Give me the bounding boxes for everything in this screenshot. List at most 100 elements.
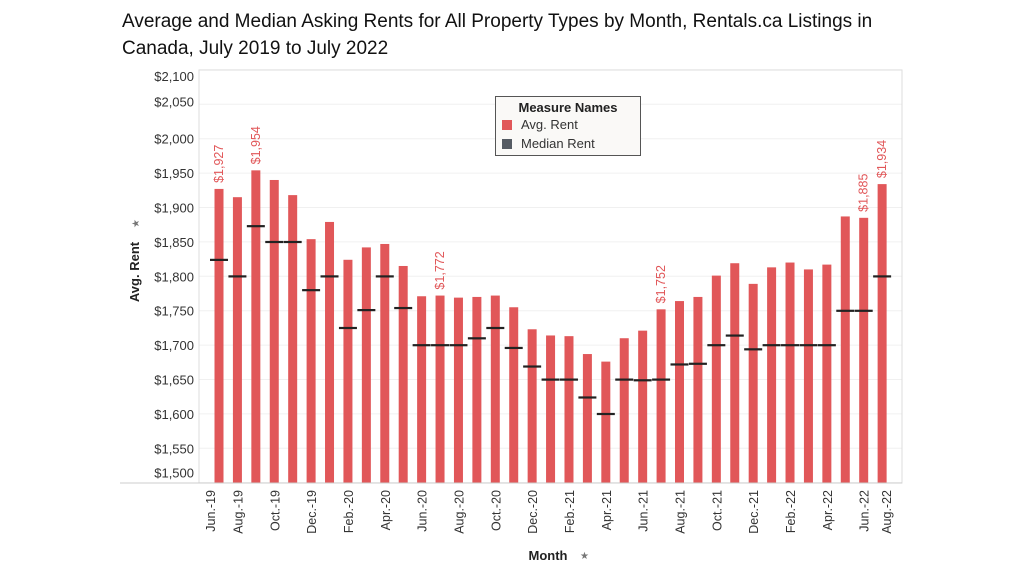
bar-avg-rent [675, 301, 684, 483]
y-tick-label: $1,700 [154, 338, 194, 353]
tick-median-rent [854, 309, 873, 312]
tick-median-rent [596, 412, 615, 416]
y-tick-label: $1,650 [154, 373, 194, 388]
bar-avg-rent [748, 283, 758, 483]
tick-median-rent [412, 344, 431, 347]
tick-median-rent [449, 344, 468, 347]
tick-median-rent [320, 275, 339, 278]
bar-avg-rent [361, 247, 371, 483]
x-tick-label: Aug.-19 [231, 490, 245, 534]
legend-item-avg-rent[interactable]: Avg. Rent [502, 115, 640, 134]
bar-avg-rent [509, 307, 519, 483]
legend-label-avg: Avg. Rent [521, 117, 578, 132]
tick-median-rent [578, 396, 597, 399]
x-tick-label: Jun.-21 [637, 490, 651, 532]
y-axis-sort-icon[interactable]: ★ [131, 219, 142, 228]
tick-median-rent [799, 344, 818, 347]
tick-median-rent [228, 275, 247, 278]
data-label: $1,885 [857, 174, 871, 212]
bar-avg-rent [601, 361, 611, 483]
x-tick-label: Aug.-20 [452, 490, 466, 534]
y-tick-label: $1,500 [154, 466, 194, 481]
x-tick-label: Feb.-21 [563, 490, 577, 533]
y-tick-label: $2,100 [154, 69, 194, 84]
data-label: $1,927 [212, 145, 226, 183]
tick-median-rent [541, 378, 560, 381]
y-tick-label: $1,900 [154, 201, 194, 216]
x-tick-label: Oct.-19 [268, 490, 282, 531]
bar-avg-rent [472, 296, 482, 483]
bar-avg-rent [251, 170, 261, 483]
bar-avg-rent [840, 216, 850, 483]
legend[interactable]: Measure Names Avg. Rent Median Rent [495, 96, 641, 156]
bar-avg-rent [859, 217, 869, 483]
tick-median-rent [817, 344, 836, 347]
bar-avg-rent [711, 275, 721, 483]
bar-avg-rent [435, 295, 445, 483]
tick-median-rent [338, 326, 357, 330]
x-axis-title[interactable]: Month [529, 548, 568, 563]
bar-avg-rent [730, 263, 740, 483]
tick-median-rent [523, 365, 542, 368]
legend-swatch-avg [502, 119, 512, 130]
x-tick-label: Aug.-22 [880, 490, 894, 534]
x-tick-label: Apr.-21 [600, 490, 614, 530]
x-tick-label: Jun.-19 [204, 490, 218, 532]
tick-median-rent [504, 346, 523, 350]
tick-median-rent [246, 225, 265, 228]
x-tick-label: Feb.-22 [784, 490, 798, 533]
x-tick-label: Apr.-20 [379, 490, 393, 530]
bar-avg-rent [232, 197, 242, 483]
data-label: $1,752 [654, 265, 668, 303]
data-label: $1,934 [875, 140, 889, 178]
y-tick-label: $1,950 [154, 166, 194, 181]
chart-title: Average and Median Asking Rents for All … [122, 11, 873, 59]
bar-avg-rent [325, 221, 335, 483]
bar-avg-rent [803, 269, 813, 483]
bar-avg-rent [490, 295, 500, 483]
tick-median-rent [707, 344, 726, 347]
bar-avg-rent [380, 243, 390, 483]
tick-median-rent [302, 289, 321, 292]
x-axis-sort-icon[interactable]: ★ [580, 551, 589, 562]
tick-median-rent [265, 240, 284, 244]
x-tick-label: Feb.-20 [342, 490, 356, 533]
data-label: $1,772 [433, 251, 447, 289]
bar-avg-rent [343, 259, 353, 483]
bar-avg-rent [877, 184, 887, 483]
tick-median-rent [394, 306, 413, 310]
bar-avg-rent [582, 354, 592, 483]
bar-avg-rent [656, 309, 666, 483]
y-tick-label: $2,000 [154, 132, 194, 147]
bar-avg-rent [453, 297, 463, 483]
bar-avg-rent [527, 329, 537, 483]
bar-avg-rent [767, 267, 777, 483]
x-tick-label: Aug.-21 [674, 490, 688, 534]
tick-median-rent [486, 326, 505, 330]
bar-avg-rent [398, 265, 408, 483]
x-tick-label: Oct.-21 [710, 490, 724, 531]
bar-avg-rent [619, 338, 629, 483]
tick-median-rent [633, 379, 652, 382]
bar-avg-rent [214, 188, 224, 483]
bar-avg-rent [417, 296, 427, 483]
tick-median-rent [615, 378, 634, 381]
x-tick-label: Dec.-19 [305, 490, 319, 534]
x-tick-label: Jun.-22 [858, 490, 872, 532]
tick-median-rent [431, 344, 450, 347]
tick-median-rent [873, 275, 892, 278]
legend-swatch-median [502, 138, 512, 149]
y-tick-label: $1,800 [154, 269, 194, 284]
y-axis-title[interactable]: Avg. Rent [127, 241, 142, 302]
y-tick-label: $1,550 [154, 441, 194, 456]
legend-item-median-rent[interactable]: Median Rent [502, 134, 640, 153]
tick-median-rent [283, 240, 302, 244]
tick-median-rent [210, 258, 228, 261]
bar-avg-rent [306, 239, 316, 483]
x-tick-label: Dec.-21 [747, 490, 761, 534]
tick-median-rent [725, 334, 744, 337]
tick-median-rent [375, 275, 394, 278]
bar-avg-rent [288, 195, 298, 483]
tick-median-rent [688, 362, 707, 365]
